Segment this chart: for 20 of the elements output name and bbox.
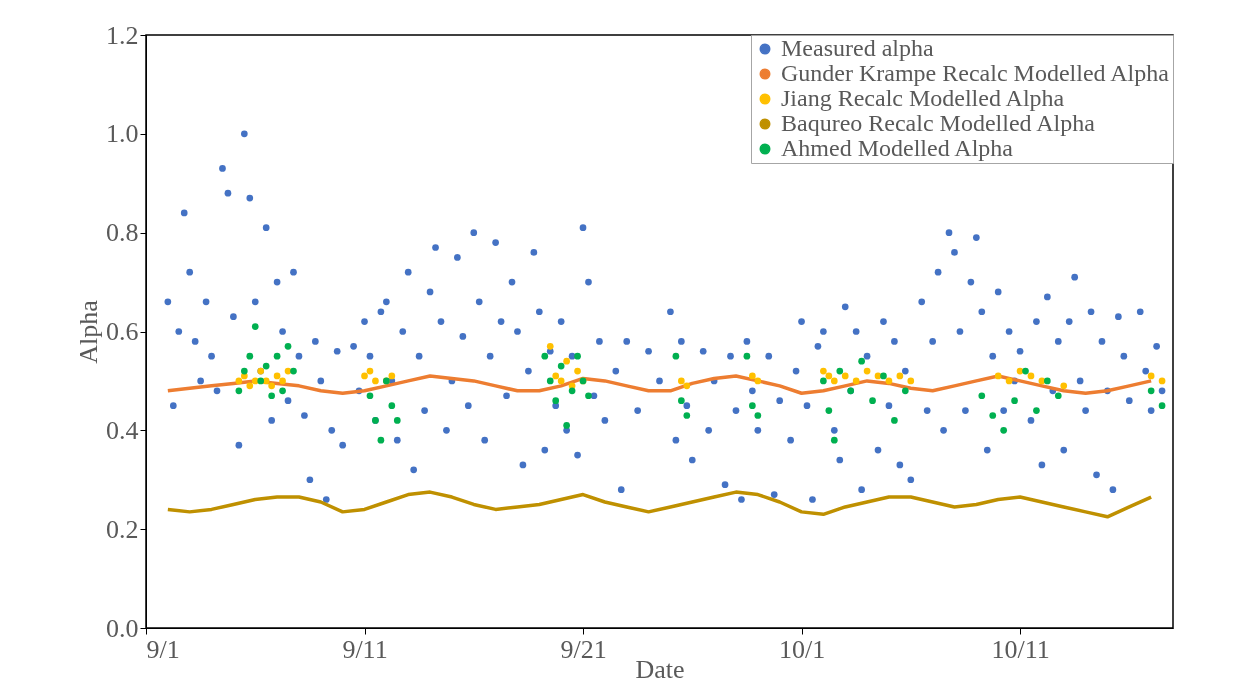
legend-label: Baqureo Recalc Modelled Alpha [781, 110, 1096, 136]
y-tick-label: 0.8 [106, 218, 139, 248]
y-axis-title: Alpha [74, 299, 103, 364]
x-tick-label: 10/11 [991, 634, 1050, 664]
y-tick-label: 0.4 [106, 415, 139, 445]
legend-label: Jiang Recalc Modelled Alpha [781, 85, 1065, 111]
legend-label: Gunder Krampe Recalc Modelled Alpha [781, 60, 1170, 86]
x-tick-label: 9/1 [146, 634, 180, 664]
y-tick-label: 0.0 [106, 613, 139, 643]
x-tick-label: 9/11 [342, 634, 388, 664]
line-series [166, 490, 1153, 519]
x-axis-title: Date [635, 654, 685, 684]
x-tick-label: 10/1 [778, 634, 826, 664]
y-tick-label: 0.6 [106, 317, 139, 346]
y-tick-label: 1.2 [106, 20, 139, 50]
x-tick-label: 9/21 [560, 634, 607, 664]
y-tick-label: 0.2 [106, 514, 139, 544]
y-tick-label: 1.0 [106, 119, 139, 149]
legend-label: Ahmed Modelled Alpha [781, 135, 1014, 161]
legend-label: Measured alpha [781, 35, 934, 61]
